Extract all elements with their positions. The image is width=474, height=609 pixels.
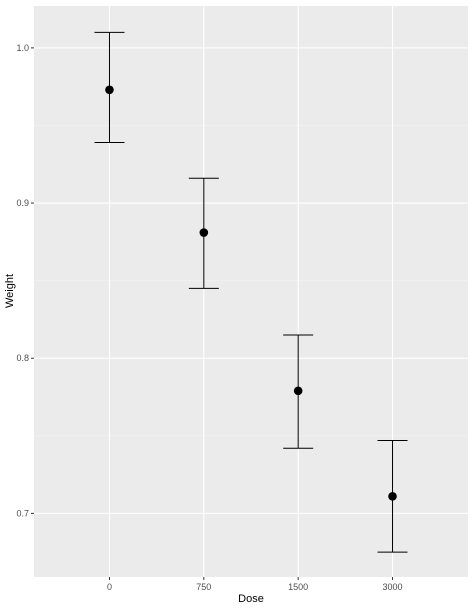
x-tick-label: 0 [107,582,112,592]
points [105,85,397,501]
grid [34,6,468,577]
y-tick-label: 1.0 [16,43,29,53]
x-axis-title: Dose [238,593,264,605]
data-point [388,492,397,501]
y-tick-labels: 0.7 0.8 0.9 1.0 [16,43,29,518]
y-tick-label: 0.8 [16,353,29,363]
y-tick-label: 0.9 [16,198,29,208]
plot-panel [34,6,468,577]
x-tick-labels: 0 750 1500 3000 [107,582,403,592]
y-tick-label: 0.7 [16,508,29,518]
data-point [199,228,209,237]
data-point [105,85,114,95]
x-tick-label: 1500 [288,582,308,592]
axis-ticks [31,47,394,580]
x-tick-label: 750 [196,582,211,592]
data-point [293,386,303,396]
y-axis-title: Weight [4,274,16,308]
x-tick-label: 3000 [383,582,403,592]
